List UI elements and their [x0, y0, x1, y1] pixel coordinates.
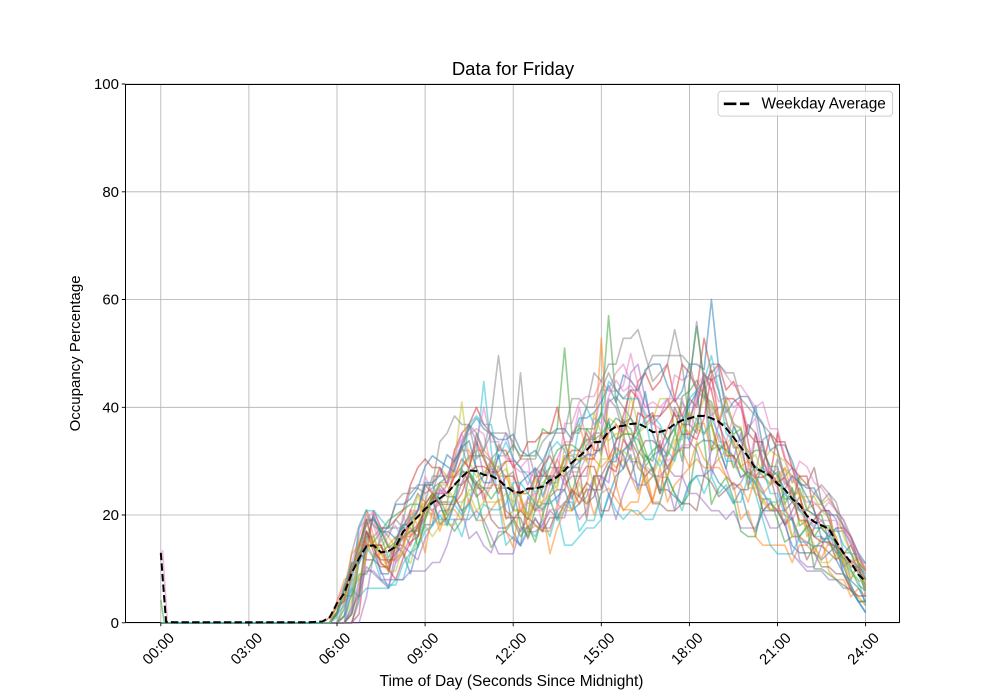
svg-text:20: 20 [102, 507, 119, 524]
svg-text:100: 100 [94, 76, 119, 93]
svg-text:0: 0 [111, 615, 119, 632]
svg-text:Occupancy Percentage: Occupancy Percentage [67, 275, 84, 431]
svg-text:40: 40 [102, 399, 119, 416]
svg-text:Data for Friday: Data for Friday [452, 58, 575, 79]
svg-text:Time of Day (Seconds Since Mid: Time of Day (Seconds Since Midnight) [380, 673, 644, 690]
svg-text:80: 80 [102, 184, 119, 201]
svg-text:Weekday Average: Weekday Average [762, 96, 886, 113]
svg-text:60: 60 [102, 292, 119, 309]
